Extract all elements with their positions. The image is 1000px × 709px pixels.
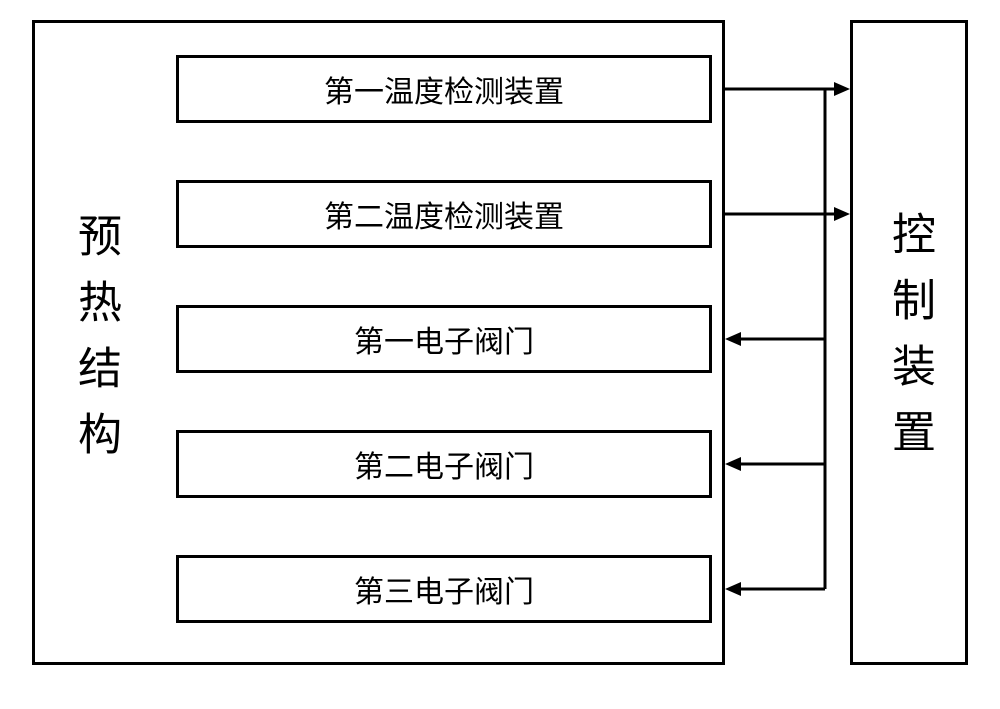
diagram-stage: 预热结构 第一温度检测装置 第二温度检测装置 第一电子阀门 第二电子阀门 第三电… (0, 0, 1000, 709)
connections-svg (0, 0, 1000, 709)
